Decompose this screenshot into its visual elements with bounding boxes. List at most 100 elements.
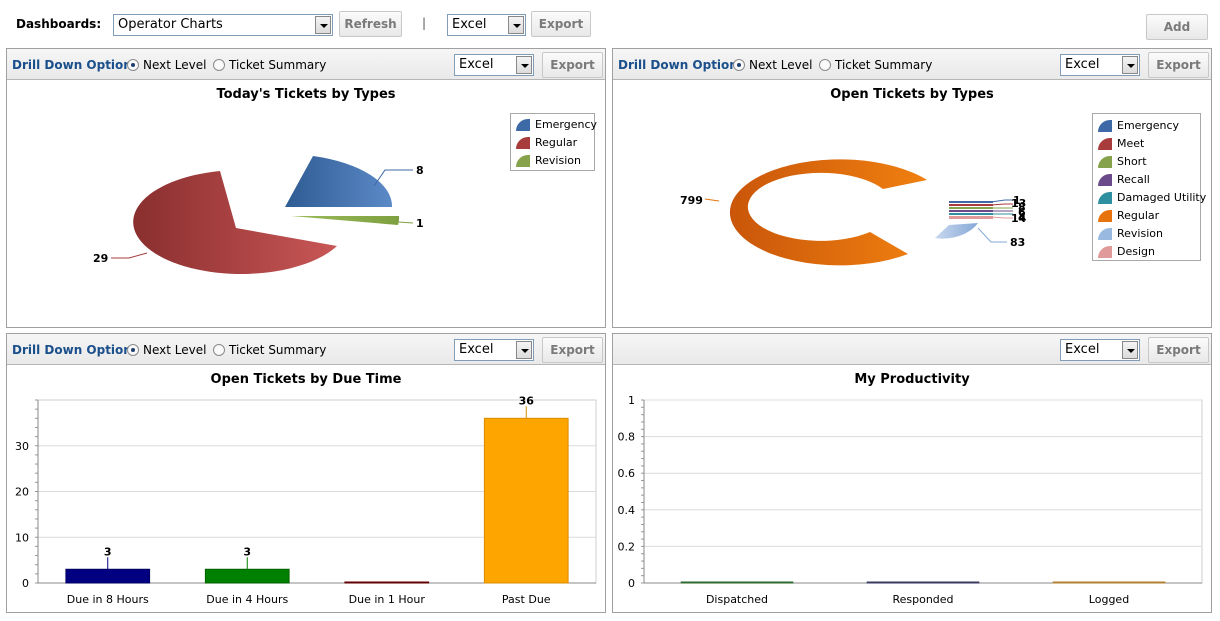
- bar: [344, 581, 430, 584]
- pie-slice-damaged-utility[interactable]: [949, 213, 993, 215]
- pie-slice-short[interactable]: [949, 207, 993, 209]
- chart-title: Open Tickets by Types: [830, 87, 994, 102]
- format-select-value: Excel: [452, 17, 487, 32]
- pie-slice-design[interactable]: [949, 216, 993, 219]
- data-label-revision: 1: [416, 217, 424, 230]
- radio-next-level[interactable]: Next Level: [733, 58, 812, 72]
- data-label-short: 8: [1018, 201, 1026, 214]
- pie-leader-regular: [704, 198, 720, 202]
- radio-ticket-summary[interactable]: Ticket Summary: [819, 58, 932, 72]
- format-select-value: Excel: [459, 57, 494, 72]
- export-button[interactable]: Export: [542, 52, 603, 78]
- x-tick-label: Due in 8 Hours: [67, 593, 149, 606]
- bar-chart-due-time: 0 10 20 30 Due in 8 Hours 3 Due in 4 Hours 3 Due…: [15, 394, 597, 606]
- chevron-down-icon[interactable]: [516, 56, 532, 74]
- chevron-down-icon[interactable]: [516, 341, 532, 359]
- legend-label: Regular: [535, 136, 578, 149]
- pie-slice-revision[interactable]: [291, 216, 400, 225]
- toolbar-separator: |: [422, 16, 427, 30]
- data-label-regular: 799: [680, 194, 703, 207]
- bar-chart-productivity: 0 0.2 0.4 0.6 0.8 1 Dispatched Responded Logged: [618, 394, 1203, 606]
- chevron-down-icon[interactable]: [315, 16, 331, 34]
- pie-leader-emergency: [373, 169, 413, 187]
- legend-swatch: [516, 155, 530, 167]
- chevron-down-icon[interactable]: [1122, 341, 1138, 359]
- export-button[interactable]: Export: [1148, 337, 1209, 363]
- format-select[interactable]: Excel: [454, 54, 534, 76]
- y-tick-label: 0.2: [618, 540, 636, 553]
- data-label-damaged: 14: [1011, 212, 1027, 225]
- bar: [680, 581, 794, 584]
- bar: [483, 417, 569, 584]
- data-label-emergency: 8: [416, 164, 424, 177]
- radio-ticket-summary[interactable]: Ticket Summary: [213, 58, 326, 72]
- y-tick-label: 0.8: [618, 431, 636, 444]
- pie-slice-regular[interactable]: [729, 159, 927, 266]
- y-tick-label: 0: [628, 577, 635, 590]
- data-label-meet: 13: [1011, 197, 1026, 210]
- radio-unselected-icon: [213, 59, 225, 71]
- legend-swatch: [1098, 138, 1112, 150]
- pie-leader-revision: [397, 221, 414, 224]
- legend-swatch: [1098, 210, 1112, 222]
- panel-todays-tickets: Drill Down Option: Next Level Ticket Sum…: [6, 48, 606, 328]
- format-select-value: Excel: [1065, 342, 1100, 357]
- panel-header: Drill Down Option: Next Level Ticket Sum…: [613, 49, 1211, 80]
- legend-swatch: [516, 137, 530, 149]
- bar: [65, 568, 151, 584]
- radio-unselected-icon: [213, 344, 225, 356]
- dashboard-select[interactable]: Operator Charts: [113, 14, 333, 36]
- legend-item-regular: Regular: [1093, 207, 1200, 225]
- data-label: 3: [243, 545, 251, 558]
- y-tick-label: 30: [15, 440, 29, 453]
- dashboard-select-value: Operator Charts: [118, 17, 223, 32]
- legend-item-short: Short: [1093, 153, 1200, 171]
- legend-item-revision: Revision: [1093, 225, 1200, 243]
- pie-slice-meet[interactable]: [949, 204, 993, 206]
- radio-ticket-summary[interactable]: Ticket Summary: [213, 343, 326, 357]
- format-select-value: Excel: [1065, 57, 1100, 72]
- legend-label: Revision: [1117, 227, 1163, 240]
- pie-slice-recall[interactable]: [949, 210, 993, 212]
- dashboards-label: Dashboards:: [16, 17, 102, 31]
- refresh-button[interactable]: Refresh: [339, 11, 402, 37]
- pie-slice-emergency[interactable]: [285, 156, 393, 207]
- pie-slice-regular[interactable]: [133, 171, 337, 274]
- data-label-revision: 83: [1010, 236, 1025, 249]
- legend-swatch: [516, 119, 530, 131]
- export-button[interactable]: Export: [542, 337, 603, 363]
- radio-next-level[interactable]: Next Level: [127, 58, 206, 72]
- pie-slice-revision[interactable]: [935, 223, 978, 239]
- panel-open-tickets-types: Drill Down Option: Next Level Ticket Sum…: [612, 48, 1212, 328]
- y-tick-label: 20: [15, 486, 29, 499]
- format-select[interactable]: Excel: [447, 14, 526, 36]
- add-button[interactable]: Add: [1146, 14, 1208, 40]
- chart-legend: Emergency Regular Revision: [510, 113, 597, 171]
- y-tick-label: 0: [22, 577, 29, 590]
- legend-item-revision: Revision: [511, 152, 594, 170]
- export-button[interactable]: Export: [1148, 52, 1209, 78]
- legend-item-recall: Recall: [1093, 171, 1200, 189]
- radio-label: Next Level: [749, 58, 813, 72]
- panel-header: Drill Down Option: Next Level Ticket Sum…: [7, 49, 605, 80]
- format-select[interactable]: Excel: [1060, 339, 1140, 361]
- panel-header: Drill Down Option: Next Level Ticket Sum…: [7, 334, 605, 365]
- radio-unselected-icon: [819, 59, 831, 71]
- data-label-regular: 29: [93, 252, 108, 265]
- panel-my-productivity: Excel Export My Productivity 0 0.2 0.4 0.6 0…: [612, 333, 1212, 613]
- legend-swatch: [1098, 120, 1112, 132]
- drill-down-label: Drill Down Option:: [12, 343, 137, 357]
- legend-item-design: Design: [1093, 243, 1200, 261]
- format-select[interactable]: Excel: [1060, 54, 1140, 76]
- y-tick-label: 1: [628, 394, 635, 407]
- pie-slice-emergency[interactable]: [949, 201, 993, 203]
- data-label: 3: [104, 545, 112, 558]
- radio-label: Ticket Summary: [229, 343, 327, 357]
- legend-label: Revision: [535, 154, 581, 167]
- format-select[interactable]: Excel: [454, 339, 534, 361]
- legend-label: Design: [1117, 245, 1155, 258]
- radio-next-level[interactable]: Next Level: [127, 343, 206, 357]
- export-button[interactable]: Export: [531, 11, 591, 37]
- chevron-down-icon[interactable]: [1122, 56, 1138, 74]
- chevron-down-icon[interactable]: [508, 16, 524, 34]
